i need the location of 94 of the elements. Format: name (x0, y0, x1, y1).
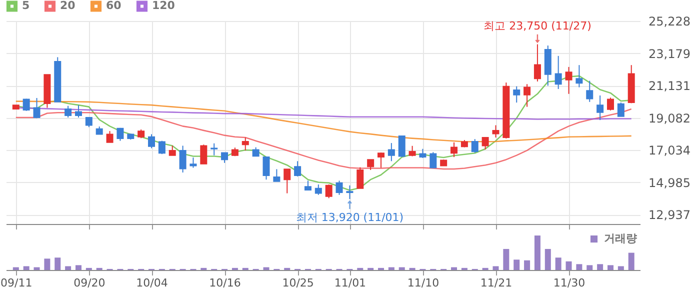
legend-label: 거래량 (604, 232, 637, 245)
x-tick-label: 11/10 (407, 276, 440, 289)
bar (503, 248, 510, 270)
bar (566, 261, 572, 270)
candlestick (356, 166, 364, 189)
candlestick (471, 138, 478, 154)
candlestick (314, 184, 322, 196)
bar (54, 258, 61, 270)
candlestick (336, 180, 343, 196)
y-tick-label: 21,131 (648, 79, 690, 94)
candlestick (168, 145, 176, 156)
annotation: 최저 13,920 (11/01) (296, 211, 404, 224)
y-tick-label: 25,228 (648, 14, 690, 28)
bar (65, 266, 72, 270)
candlestick (273, 168, 280, 182)
bar (12, 267, 19, 270)
candlestick (576, 64, 583, 88)
candlestick (22, 98, 30, 112)
x-tick-label: 11/01 (334, 276, 366, 289)
x-tick-label: 09/20 (74, 276, 106, 289)
y-tick-label: 12,937 (648, 208, 690, 222)
candlestick (179, 145, 186, 173)
x-tick-label: 10/04 (136, 276, 168, 289)
candlestick (294, 160, 302, 177)
candlestick (554, 55, 562, 90)
candlestick (524, 84, 531, 108)
candlestick (262, 156, 270, 180)
x-tick-label: 11/21 (480, 276, 512, 289)
bar (576, 264, 582, 270)
candlestick (284, 168, 291, 194)
bar (451, 267, 458, 270)
candlestick (378, 152, 384, 168)
bar (388, 267, 394, 270)
candlestick (106, 130, 114, 143)
candlestick (367, 159, 374, 170)
legend-label: 5 (22, 0, 30, 12)
candlestick (398, 135, 406, 158)
candlestick (430, 152, 437, 169)
candlestick (190, 157, 197, 168)
y-tick-label: 19,082 (648, 111, 690, 126)
candlestick (617, 102, 624, 117)
bar (492, 266, 499, 270)
bar (263, 267, 270, 270)
candlestick (513, 86, 520, 104)
candlestick (64, 105, 72, 118)
candlestick (148, 134, 156, 149)
bar (618, 266, 624, 270)
line-series (15, 108, 632, 170)
y-tick-label: 23,179 (648, 46, 690, 61)
y-tick-label: 14,985 (648, 176, 690, 190)
bar (75, 265, 82, 270)
candlestick (74, 104, 82, 118)
x-tick-label: 10/25 (282, 276, 314, 289)
candlestick (492, 124, 500, 138)
bar (597, 264, 604, 270)
candlestick (408, 145, 416, 157)
bar (398, 267, 405, 270)
candlestick (200, 144, 208, 164)
candlestick (158, 140, 166, 155)
y-tick-label: 17,034 (648, 144, 690, 158)
bar (628, 252, 634, 270)
candlestick (565, 66, 572, 94)
bar (514, 260, 520, 270)
x-tick-label: 09/11 (0, 276, 32, 289)
bar (544, 248, 551, 270)
bar (524, 260, 530, 270)
x-tick-label: 10/16 (209, 276, 241, 289)
bar (555, 258, 562, 270)
candlestick (482, 137, 489, 150)
bar (534, 236, 540, 270)
x-tick-label: 11/30 (553, 276, 586, 289)
candlestick (85, 117, 92, 128)
candlestick (388, 142, 395, 162)
candlestick (325, 184, 332, 199)
annotation: 최고 23,750 (11/27) (484, 19, 592, 32)
candlestick (116, 127, 124, 142)
candlestick (450, 142, 458, 158)
candlestick (596, 94, 604, 121)
legend-label: 20 (60, 0, 76, 12)
bar (607, 265, 614, 270)
candlestick (221, 152, 228, 164)
candlestick (419, 148, 426, 159)
candlestick (210, 142, 218, 156)
bar (23, 266, 30, 270)
candlestick (242, 137, 249, 151)
candlestick (304, 180, 312, 190)
bar (34, 267, 40, 270)
candlestick (606, 97, 614, 111)
bar (44, 258, 50, 270)
candlestick (586, 80, 594, 102)
legend-label: 60 (106, 0, 122, 12)
bar (586, 265, 593, 270)
candlestick (33, 97, 40, 119)
legend-label: 120 (152, 0, 176, 12)
